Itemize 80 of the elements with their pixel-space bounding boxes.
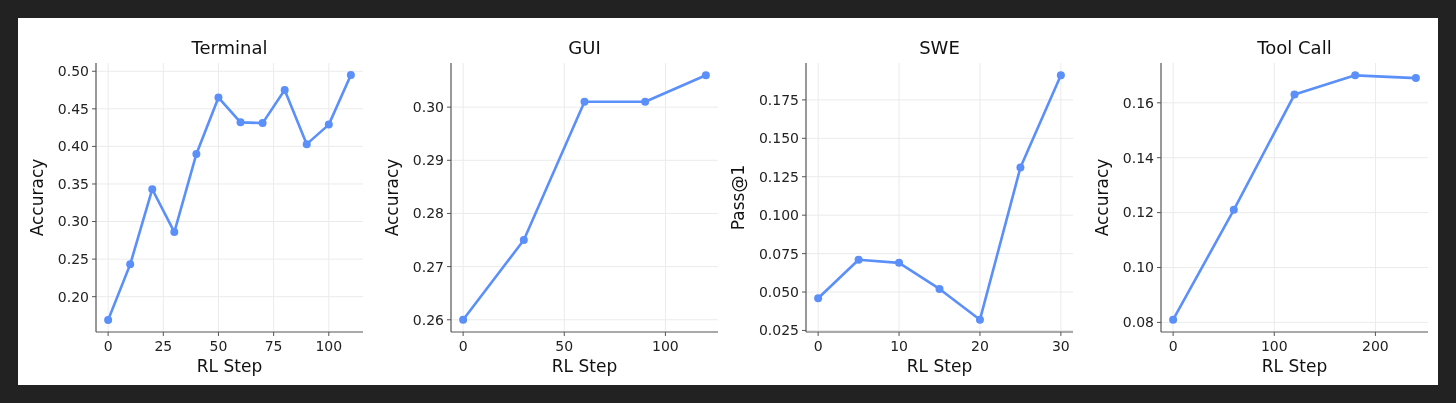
point xyxy=(346,71,355,80)
y-tick-label: 0.12 xyxy=(1122,204,1154,221)
point xyxy=(126,260,135,269)
x-tick-label: 100 xyxy=(315,338,343,354)
y-tick-label: 0.40 xyxy=(57,138,89,155)
y-tick-label: 0.27 xyxy=(412,258,444,275)
y-tick-label: 0.150 xyxy=(758,130,799,147)
point xyxy=(104,315,113,324)
y-tick-label: 0.30 xyxy=(57,213,89,230)
y-tick-label: 0.100 xyxy=(758,207,799,224)
y-tick-label: 0.20 xyxy=(57,288,89,305)
x-axis-title: RL Step xyxy=(1261,356,1328,376)
chart-title: Terminal xyxy=(190,37,268,58)
x-axis-title: RL Step xyxy=(551,356,618,376)
y-tick-label: 0.125 xyxy=(758,168,799,185)
chart-title: GUI xyxy=(568,37,601,58)
y-tick-label: 0.16 xyxy=(1122,94,1155,111)
point xyxy=(1351,71,1360,80)
y-tick-label: 0.075 xyxy=(758,245,799,262)
point xyxy=(854,255,863,264)
point xyxy=(641,97,650,106)
x-tick-label: 50 xyxy=(555,338,574,354)
point xyxy=(148,185,157,194)
point xyxy=(701,71,710,80)
y-tick-label: 0.10 xyxy=(1122,259,1154,276)
y-axis-title: Accuracy xyxy=(381,158,402,237)
y-axis-title: Accuracy xyxy=(26,158,47,237)
chart-title: SWE xyxy=(919,37,960,58)
y-tick-label: 0.26 xyxy=(412,311,445,328)
y-tick-label: 0.050 xyxy=(758,283,799,300)
y-axis-title: Accuracy xyxy=(1091,158,1112,237)
y-tick-label: 0.025 xyxy=(758,322,799,339)
x-tick-label: 0 xyxy=(103,338,113,354)
x-tick-label: 75 xyxy=(264,338,283,354)
point xyxy=(302,140,311,149)
x-tick-label: 200 xyxy=(1362,338,1389,354)
point xyxy=(935,284,944,293)
x-tick-label: 20 xyxy=(971,338,989,354)
point xyxy=(1056,71,1065,80)
x-tick-label: 10 xyxy=(890,338,908,354)
point xyxy=(280,86,289,95)
x-tick-label: 100 xyxy=(652,338,679,354)
point xyxy=(1169,315,1178,324)
y-tick-label: 0.25 xyxy=(57,251,89,268)
point xyxy=(895,258,904,267)
y-tick-label: 0.35 xyxy=(57,175,89,192)
point xyxy=(170,228,179,237)
x-tick-label: 50 xyxy=(209,338,228,354)
point xyxy=(1411,74,1420,83)
x-tick-label: 0 xyxy=(813,338,823,354)
y-tick-label: 0.14 xyxy=(1122,149,1155,166)
x-tick-label: 25 xyxy=(154,338,173,354)
y-tick-label: 0.45 xyxy=(57,100,89,117)
chart-title: Tool Call xyxy=(1256,37,1332,58)
x-axis-title: RL Step xyxy=(196,356,263,376)
point xyxy=(580,97,589,106)
y-axis-title: Pass@1 xyxy=(727,164,748,231)
x-tick-label: 30 xyxy=(1051,338,1070,354)
y-tick-label: 0.30 xyxy=(412,99,444,116)
point xyxy=(459,315,468,324)
point xyxy=(324,120,333,129)
y-tick-label: 0.28 xyxy=(412,205,444,222)
point xyxy=(192,149,201,158)
x-tick-label: 0 xyxy=(1168,338,1178,354)
y-tick-label: 0.29 xyxy=(412,152,444,169)
point xyxy=(236,118,245,127)
point xyxy=(1229,205,1238,214)
point xyxy=(214,93,223,102)
x-tick-label: 0 xyxy=(458,338,468,354)
x-axis-title: RL Step xyxy=(906,356,973,376)
y-tick-label: 0.50 xyxy=(57,63,89,80)
point xyxy=(975,315,984,324)
point xyxy=(519,236,528,245)
point xyxy=(814,294,823,303)
point xyxy=(258,119,267,128)
y-tick-label: 0.08 xyxy=(1122,314,1154,331)
point xyxy=(1290,90,1299,99)
point xyxy=(1016,163,1025,172)
x-tick-label: 100 xyxy=(1260,338,1288,354)
y-tick-label: 0.175 xyxy=(758,91,799,108)
